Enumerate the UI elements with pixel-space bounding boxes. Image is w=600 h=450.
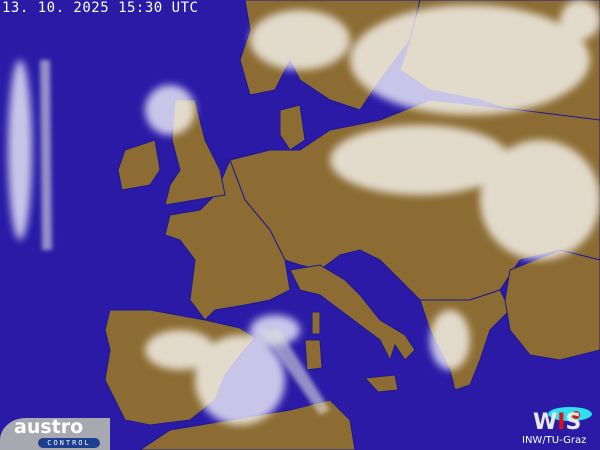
clouds <box>8 0 600 425</box>
institution-label: INW/TU-Graz <box>522 435 587 446</box>
sardinia <box>304 339 323 371</box>
austro-logo-sub: CONTROL <box>38 438 100 448</box>
ireland <box>117 139 161 191</box>
turkey <box>504 249 600 361</box>
italy <box>289 264 416 362</box>
corsica <box>311 311 321 335</box>
sicily <box>363 374 399 393</box>
north-africa <box>139 399 356 450</box>
wis-logo: WIS INW/TU-Graz <box>520 402 600 450</box>
austro-logo-word: austro <box>14 416 84 438</box>
wis-logo-text: WIS <box>533 410 582 435</box>
cloud-icon <box>548 407 592 421</box>
timestamp: 13. 10. 2025 15:30 UTC <box>2 0 199 16</box>
cloud-streaks <box>40 60 330 415</box>
denmark <box>279 104 306 151</box>
austro-control-logo: austro CONTROL <box>0 416 110 450</box>
